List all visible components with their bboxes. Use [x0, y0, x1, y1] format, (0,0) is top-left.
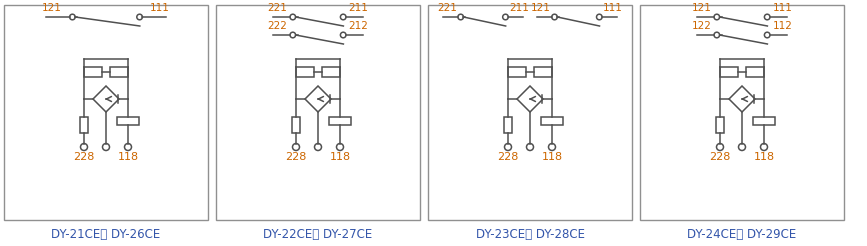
Text: DY-23CE， DY-28CE: DY-23CE， DY-28CE — [475, 228, 584, 241]
Bar — [292, 117, 300, 133]
Bar — [329, 117, 351, 125]
Text: 212: 212 — [349, 21, 368, 31]
Bar — [746, 67, 764, 77]
Text: 222: 222 — [268, 21, 288, 31]
Bar — [541, 117, 563, 125]
Bar — [80, 117, 88, 133]
Text: 111: 111 — [603, 3, 623, 13]
Bar — [117, 117, 139, 125]
Text: 221: 221 — [268, 3, 288, 13]
Text: 121: 121 — [42, 3, 62, 13]
Text: 228: 228 — [709, 152, 731, 162]
Text: 228: 228 — [498, 152, 518, 162]
Text: 118: 118 — [541, 152, 563, 162]
Bar — [640, 5, 844, 220]
Bar — [4, 5, 208, 220]
Text: 112: 112 — [772, 21, 792, 31]
Bar — [216, 5, 420, 220]
Text: 228: 228 — [74, 152, 95, 162]
Text: 118: 118 — [329, 152, 350, 162]
Text: 111: 111 — [772, 3, 792, 13]
Bar — [84, 67, 102, 77]
Text: DY-22CE， DY-27CE: DY-22CE， DY-27CE — [264, 228, 373, 241]
Bar — [720, 67, 738, 77]
Text: 211: 211 — [509, 3, 529, 13]
Bar — [428, 5, 632, 220]
Text: 118: 118 — [117, 152, 139, 162]
Text: 118: 118 — [753, 152, 774, 162]
Text: 121: 121 — [692, 3, 712, 13]
Bar — [296, 67, 314, 77]
Text: DY-21CE， DY-26CE: DY-21CE， DY-26CE — [51, 228, 160, 241]
Bar — [110, 67, 128, 77]
Bar — [322, 67, 340, 77]
Bar — [753, 117, 775, 125]
Text: 211: 211 — [349, 3, 368, 13]
Bar — [716, 117, 724, 133]
Text: 121: 121 — [531, 3, 551, 13]
Bar — [508, 67, 526, 77]
Text: 111: 111 — [150, 3, 170, 13]
Text: 221: 221 — [437, 3, 457, 13]
Text: 122: 122 — [692, 21, 712, 31]
Bar — [534, 67, 552, 77]
Text: 228: 228 — [285, 152, 307, 162]
Bar — [504, 117, 512, 133]
Text: DY-24CE， DY-29CE: DY-24CE， DY-29CE — [688, 228, 797, 241]
